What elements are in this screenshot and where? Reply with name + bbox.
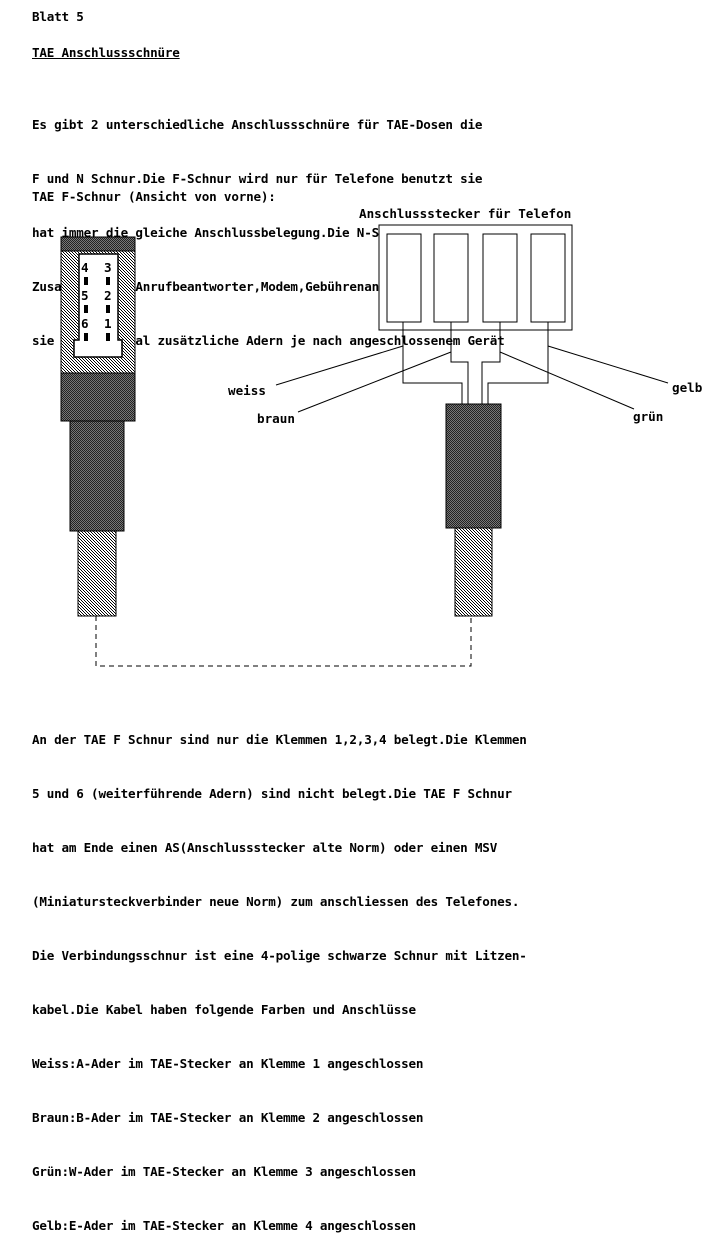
body-line: Braun:B-Ader im TAE-Stecker an Klemme 2 … bbox=[32, 1110, 424, 1125]
wire-label-braun: braun bbox=[257, 411, 295, 426]
body-line: Weiss:A-Ader im TAE-Stecker an Klemme 1 … bbox=[32, 1056, 424, 1071]
body-line: Die Verbindungsschnur ist eine 4-polige … bbox=[32, 948, 527, 963]
body-line: hat am Ende einen AS(Anschlussstecker al… bbox=[32, 840, 498, 855]
wire-label-weiss: weiss bbox=[228, 383, 266, 398]
wire-label-gruen: grün bbox=[633, 409, 664, 424]
figure-caption: TAE F-Schnur (Ansicht von vorne): bbox=[32, 189, 276, 204]
pin-label: 3 bbox=[104, 260, 112, 275]
pin-label: 4 bbox=[81, 260, 89, 275]
plug-title: Anschlussstecker für Telefon bbox=[359, 206, 572, 221]
telephone-plug bbox=[275, 224, 669, 617]
body-line: kabel.Die Kabel haben folgende Farben un… bbox=[32, 1002, 416, 1017]
pin-label: 1 bbox=[104, 316, 112, 331]
tae-diagram bbox=[60, 224, 669, 667]
intro-line: F und N Schnur.Die F-Schnur wird nur für… bbox=[32, 171, 483, 186]
body-line: Grün:W-Ader im TAE-Stecker an Klemme 3 a… bbox=[32, 1164, 416, 1179]
dashed-connection bbox=[95, 616, 472, 667]
sheet-label: Blatt 5 bbox=[32, 9, 84, 24]
tae-f-plug bbox=[60, 236, 136, 617]
wire-label-gelb: gelb bbox=[672, 380, 703, 395]
pin-label: 2 bbox=[104, 288, 112, 303]
intro-line: Es gibt 2 unterschiedliche Anschlussschn… bbox=[32, 117, 483, 132]
body-line: (Miniatursteckverbinder neue Norm) zum a… bbox=[32, 894, 520, 909]
pin-label: 6 bbox=[81, 316, 89, 331]
body-line: Gelb:E-Ader im TAE-Stecker an Klemme 4 a… bbox=[32, 1218, 416, 1233]
pin-label: 5 bbox=[81, 288, 89, 303]
page-title: TAE Anschlussschnüre bbox=[32, 45, 180, 60]
body-line: 5 und 6 (weiterführende Adern) sind nich… bbox=[32, 786, 512, 801]
body-line: An der TAE F Schnur sind nur die Klemmen… bbox=[32, 732, 527, 747]
body-paragraph: An der TAE F Schnur sind nur die Klemmen… bbox=[32, 695, 527, 1253]
